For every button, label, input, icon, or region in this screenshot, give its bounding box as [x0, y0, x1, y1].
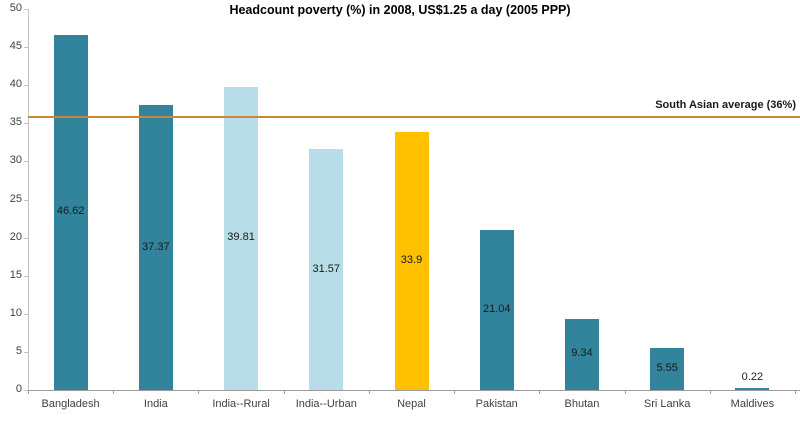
bar-value-label: 33.9: [400, 253, 423, 266]
x-tick: [368, 390, 370, 394]
chart-title: Headcount poverty (%) in 2008, US$1.25 a…: [229, 3, 571, 17]
y-tick-label: 35: [9, 116, 22, 129]
bar-value-label: 9.34: [571, 347, 593, 360]
bar-value-label: 21.04: [482, 302, 511, 315]
category-label-india: India: [143, 398, 168, 410]
bar-value-label: 5.55: [656, 361, 678, 374]
y-tick-label: 10: [9, 306, 22, 319]
y-tick: [24, 85, 28, 87]
category-label-india-rural: India--Rural: [212, 398, 270, 410]
category-label-bhutan: Bhutan: [564, 398, 600, 410]
bar-value-label: 46.62: [56, 205, 85, 218]
y-tick-label: 15: [9, 268, 22, 281]
y-tick: [24, 161, 28, 163]
bar-value-label: 0.22: [741, 371, 764, 384]
x-tick: [709, 390, 711, 394]
category-label-nepal: Nepal: [397, 398, 426, 410]
y-tick: [24, 9, 28, 10]
bar-india-rural: [224, 86, 259, 390]
bar-bangladesh: [53, 34, 88, 390]
y-tick-label: 25: [9, 192, 22, 205]
y-tick: [24, 390, 28, 391]
x-axis-line: [28, 390, 800, 391]
y-tick: [24, 237, 28, 239]
bar-value-label: 37.37: [142, 240, 170, 253]
x-tick: [113, 390, 115, 394]
y-axis-line: [28, 9, 29, 390]
bar-nepal: [394, 131, 429, 390]
category-label-bangladesh: Bangladesh: [41, 398, 100, 410]
y-tick: [24, 275, 28, 277]
bar-value-label: 31.57: [312, 262, 341, 275]
y-tick: [24, 123, 28, 125]
x-tick: [454, 390, 456, 394]
y-tick-label: 30: [9, 154, 22, 167]
x-tick: [795, 390, 796, 394]
bar-value-label: 39.81: [227, 231, 255, 244]
x-tick: [283, 390, 285, 394]
average-line: [28, 116, 800, 118]
average-line-label: South Asian average (36%): [655, 99, 796, 111]
y-tick: [24, 199, 28, 201]
y-tick: [24, 47, 28, 49]
y-tick-label: 40: [9, 78, 22, 91]
y-tick: [24, 313, 28, 315]
y-tick-label: 45: [9, 40, 22, 53]
y-tick-label: 20: [9, 230, 22, 243]
category-label-pakistan: Pakistan: [475, 398, 518, 410]
category-label-india-urban: India--Urban: [295, 398, 357, 410]
x-tick: [539, 390, 541, 394]
y-tick-label: 0: [15, 383, 22, 395]
bar-india: [138, 105, 173, 390]
bar-sri-lanka: [650, 347, 685, 390]
y-tick-label: 5: [15, 344, 22, 357]
bar-india-urban: [309, 149, 344, 390]
bar-pakistan: [479, 229, 514, 390]
bar-maldives: [735, 388, 770, 390]
category-label-sri-lanka: Sri Lanka: [643, 398, 691, 410]
category-label-maldives: Maldives: [730, 398, 775, 410]
x-tick: [624, 390, 626, 394]
x-tick: [198, 390, 200, 394]
bar-bhutan: [564, 318, 599, 390]
y-tick: [24, 351, 28, 353]
y-tick-label: 50: [9, 2, 22, 14]
x-tick: [28, 390, 29, 394]
